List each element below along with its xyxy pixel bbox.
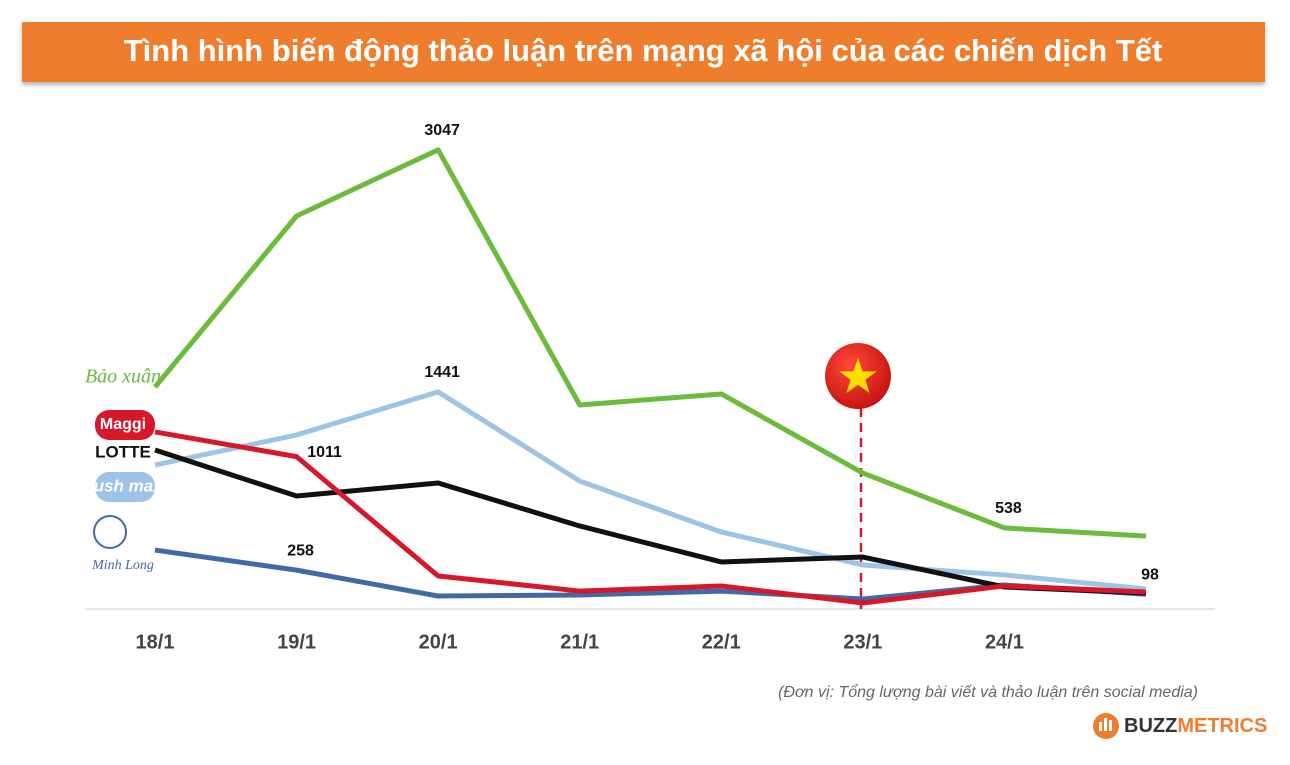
data-label: 98 <box>1141 566 1159 583</box>
legend-badge <box>95 472 155 502</box>
legend-entry: LOTTE <box>95 442 151 461</box>
legend-entry: Bảo xuân <box>85 366 161 388</box>
source-logo: BUZZMETRICS <box>1093 713 1267 739</box>
legend-entry: Maggi <box>100 416 146 433</box>
data-label: 1441 <box>424 364 460 381</box>
series-line <box>154 429 1147 606</box>
chart-title: Tình hình biến động thảo luận trên mạng … <box>124 33 1163 68</box>
legend: Bảo xuân Maggi LOTTE push max Minh Long <box>82 366 164 574</box>
series-line <box>154 447 1147 596</box>
x-tick-label: 20/1 <box>419 631 458 653</box>
plot-area: 18/1 19/1 20/1 21/1 22/1 23/1 24/1 3047 538 1011 1… <box>136 122 1159 653</box>
legend-entry: push max <box>82 476 164 495</box>
flag-star <box>839 358 877 393</box>
source-prefix: BUZZ <box>1124 715 1177 737</box>
data-label: 538 <box>995 500 1022 517</box>
source-text: BUZZMETRICS <box>1124 715 1267 737</box>
logo-bar <box>1104 718 1107 731</box>
x-tick-label: 23/1 <box>843 631 882 653</box>
logo-bar <box>1099 722 1102 731</box>
series-line <box>153 147 1147 539</box>
x-tick-label: 18/1 <box>136 631 175 653</box>
source-suffix: METRICS <box>1177 715 1267 737</box>
x-tick-label: 22/1 <box>702 631 741 653</box>
title-banner <box>22 22 1265 82</box>
data-label: 258 <box>287 542 314 559</box>
x-tick-label: 24/1 <box>985 631 1024 653</box>
legend-entry: Minh Long <box>91 558 154 573</box>
legend-emblem <box>93 515 127 549</box>
x-tick-label: 19/1 <box>277 631 316 653</box>
x-tick-label: 21/1 <box>560 631 599 653</box>
data-label: 1011 <box>307 444 342 461</box>
series-line <box>154 389 1147 592</box>
logo-bar <box>1109 720 1112 731</box>
legend-badge <box>95 410 155 440</box>
data-label: 3047 <box>424 122 460 139</box>
unit-note: (Đơn vị: Tổng lượng bài viết và thảo luậ… <box>778 683 1198 701</box>
